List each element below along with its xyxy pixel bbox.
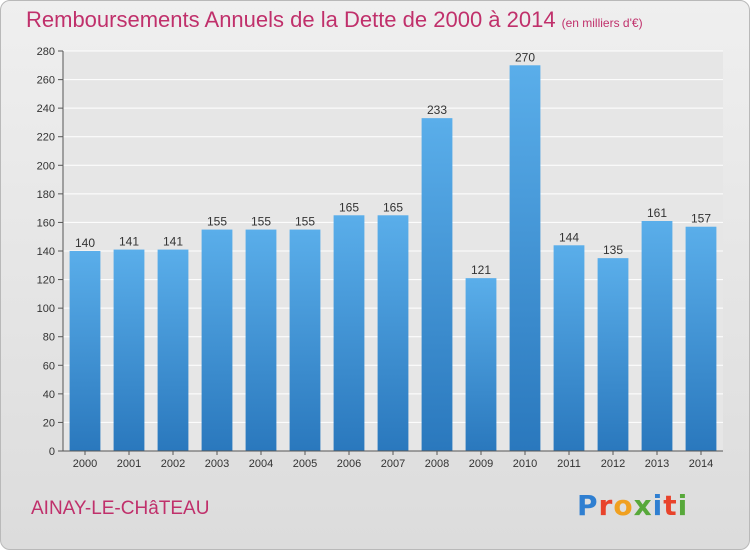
data-label-2002: 141 xyxy=(163,235,183,249)
proxiti-logo: Proxiti xyxy=(577,489,688,522)
y-tick-label: 40 xyxy=(43,389,55,401)
x-tick-label-2003: 2003 xyxy=(205,458,229,470)
data-label-2003: 155 xyxy=(207,215,227,229)
logo-letter: i xyxy=(677,489,689,522)
bar-2011 xyxy=(553,245,585,451)
chart-unit: (en milliers d'€) xyxy=(561,16,643,30)
y-tick-label: 260 xyxy=(37,75,55,87)
x-tick-label-2013: 2013 xyxy=(645,458,669,470)
logo-letter: P xyxy=(577,489,599,522)
bar-2008 xyxy=(421,118,453,452)
data-label-2013: 161 xyxy=(647,206,667,220)
x-tick-label-2012: 2012 xyxy=(601,458,625,470)
bar-2005 xyxy=(289,229,321,451)
x-tick-label-2014: 2014 xyxy=(689,458,713,470)
data-label-2001: 141 xyxy=(119,235,139,249)
chart-title-text: Remboursements Annuels de la Dette de 20… xyxy=(26,7,556,32)
data-label-2012: 135 xyxy=(603,243,623,257)
y-tick-label: 20 xyxy=(43,417,55,429)
logo-letter: t xyxy=(663,489,678,522)
y-tick-label: 80 xyxy=(43,332,55,344)
y-tick-label: 240 xyxy=(37,103,55,115)
x-tick-label-2008: 2008 xyxy=(425,458,449,470)
logo-letter: i xyxy=(652,489,664,522)
data-label-2010: 270 xyxy=(515,50,535,64)
data-label-2014: 157 xyxy=(691,212,711,226)
x-tick-label-2001: 2001 xyxy=(117,458,141,470)
data-label-2006: 165 xyxy=(339,200,359,214)
bar-2006 xyxy=(333,215,365,451)
bar-2003 xyxy=(201,229,233,451)
y-tick-label: 100 xyxy=(37,303,55,315)
x-tick-label-2005: 2005 xyxy=(293,458,317,470)
x-tick-label-2007: 2007 xyxy=(381,458,405,470)
bar-2012 xyxy=(597,258,629,451)
data-label-2008: 233 xyxy=(427,103,447,117)
data-label-2009: 121 xyxy=(471,263,491,277)
y-tick-label: 200 xyxy=(37,160,55,172)
y-tick-label: 0 xyxy=(49,446,55,458)
data-label-2007: 165 xyxy=(383,200,403,214)
bar-2004 xyxy=(245,229,277,451)
x-tick-label-2010: 2010 xyxy=(513,458,537,470)
data-label-2005: 155 xyxy=(295,215,315,229)
logo-letter: o xyxy=(613,489,634,522)
data-label-2004: 155 xyxy=(251,215,271,229)
x-tick-label-2002: 2002 xyxy=(161,458,185,470)
x-tick-label-2011: 2011 xyxy=(557,458,581,470)
bar-2001 xyxy=(113,249,145,451)
y-tick-label: 160 xyxy=(37,217,55,229)
x-tick-label-2000: 2000 xyxy=(73,458,97,470)
y-tick-label: 280 xyxy=(37,46,55,58)
bar-2010 xyxy=(509,65,541,452)
commune-name: AINAY-LE-CHâTEAU xyxy=(31,498,210,519)
data-label-2011: 144 xyxy=(559,230,579,244)
y-tick-label: 220 xyxy=(37,132,55,144)
chart-title: Remboursements Annuels de la Dette de 20… xyxy=(26,7,643,33)
logo-letter: x xyxy=(633,489,653,522)
y-tick-label: 60 xyxy=(43,360,55,372)
x-tick-label-2009: 2009 xyxy=(469,458,493,470)
x-tick-label-2006: 2006 xyxy=(337,458,361,470)
y-tick-label: 180 xyxy=(37,189,55,201)
bar-2000 xyxy=(69,251,101,451)
logo-letter: r xyxy=(598,489,614,522)
bar-2013 xyxy=(641,221,673,451)
bar-2002 xyxy=(157,249,189,451)
y-tick-label: 120 xyxy=(37,275,55,287)
bar-2009 xyxy=(465,278,497,451)
bar-2007 xyxy=(377,215,409,451)
x-tick-label-2004: 2004 xyxy=(249,458,273,470)
bar-2014 xyxy=(685,226,717,451)
data-label-2000: 140 xyxy=(75,236,95,250)
y-tick-label: 140 xyxy=(37,246,55,258)
